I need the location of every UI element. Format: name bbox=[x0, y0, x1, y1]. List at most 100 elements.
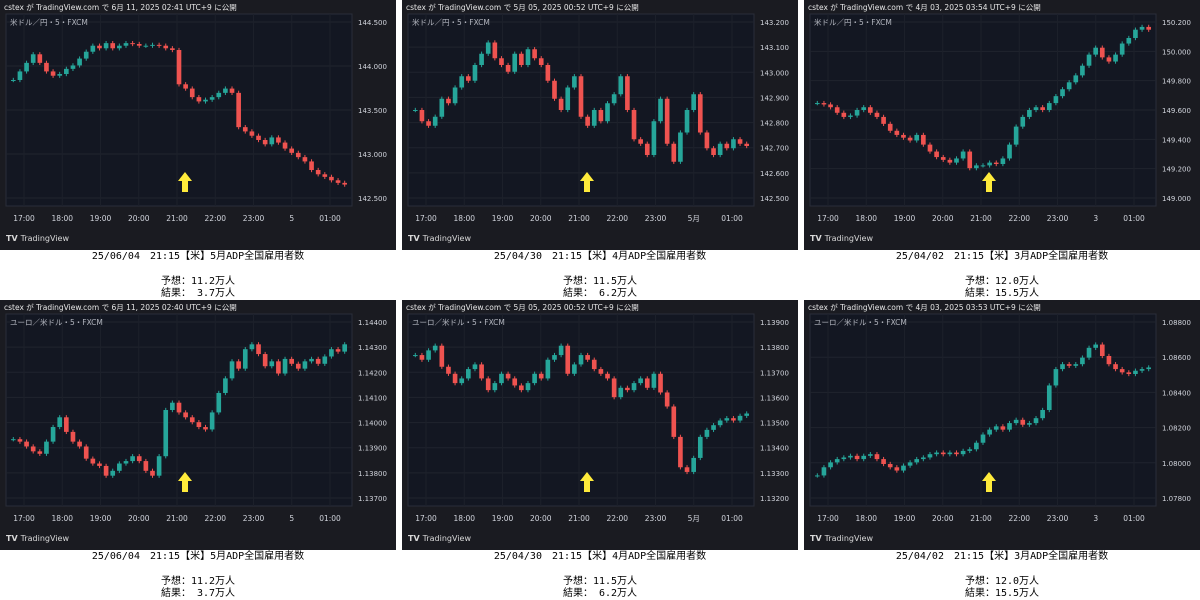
candle bbox=[1033, 107, 1039, 110]
tv-logo-icon: 𝗧𝗩 bbox=[6, 234, 18, 243]
x-tick-label: 17:00 bbox=[415, 514, 437, 523]
candle bbox=[216, 92, 222, 98]
candle bbox=[1013, 126, 1019, 145]
candle bbox=[1080, 65, 1085, 76]
x-tick-label: 19:00 bbox=[90, 214, 112, 223]
x-tick-label: 22:00 bbox=[606, 514, 628, 523]
x-tick-label: 20:00 bbox=[128, 214, 150, 223]
candle bbox=[724, 143, 730, 149]
chart-cell-5: cstex が TradingView.com で 5月 05, 2025 00… bbox=[402, 300, 798, 600]
candle bbox=[123, 461, 129, 464]
y-tick-label: 1.13900 bbox=[358, 445, 387, 453]
candle bbox=[512, 53, 518, 72]
candle bbox=[901, 465, 906, 471]
candle bbox=[841, 457, 847, 460]
x-tick-label: 20:00 bbox=[530, 514, 552, 523]
y-tick-label: 1.14000 bbox=[358, 420, 387, 428]
x-tick-label: 21:00 bbox=[166, 514, 188, 523]
candle bbox=[731, 139, 736, 149]
candle bbox=[216, 392, 222, 413]
chart-cell-4: cstex が TradingView.com で 6月 11, 2025 02… bbox=[0, 300, 396, 600]
candle bbox=[136, 456, 142, 462]
candle bbox=[1053, 369, 1059, 386]
candle bbox=[50, 71, 56, 76]
x-tick-label: 19:00 bbox=[492, 214, 514, 223]
published-info: cstex が TradingView.com で 5月 05, 2025 00… bbox=[406, 3, 639, 12]
candle bbox=[150, 44, 155, 46]
candle bbox=[578, 76, 584, 117]
candle bbox=[651, 373, 657, 388]
y-tick-label: 1.13300 bbox=[760, 470, 789, 478]
candle bbox=[452, 373, 458, 384]
candle bbox=[821, 467, 827, 476]
candle bbox=[229, 88, 235, 93]
candle bbox=[572, 76, 577, 88]
candle bbox=[625, 387, 630, 391]
candle bbox=[282, 142, 288, 149]
candle bbox=[10, 439, 16, 441]
candle bbox=[117, 463, 122, 471]
candle bbox=[322, 356, 328, 364]
y-tick-label: 149.600 bbox=[1162, 107, 1191, 115]
x-tick-label: 21:00 bbox=[568, 514, 590, 523]
candle bbox=[993, 426, 999, 430]
candle bbox=[1040, 410, 1045, 419]
candle bbox=[249, 131, 255, 136]
x-tick-label: 22:00 bbox=[606, 214, 628, 223]
y-tick-label: 1.14300 bbox=[358, 344, 387, 352]
x-tick-label: 3 bbox=[1093, 514, 1098, 523]
x-tick-label: 21:00 bbox=[970, 214, 992, 223]
candle bbox=[1126, 372, 1132, 374]
candle bbox=[499, 373, 504, 384]
candle bbox=[1099, 344, 1105, 356]
candle bbox=[505, 373, 511, 379]
candle bbox=[894, 130, 900, 135]
candle bbox=[335, 180, 341, 183]
candle bbox=[664, 98, 670, 144]
candle bbox=[37, 451, 43, 454]
candlestick-chart: 1.13900 1.13800 1.13700 1.13600 1.13500 1.134… bbox=[407, 313, 789, 523]
candle bbox=[156, 44, 162, 46]
candle bbox=[631, 110, 637, 140]
candle bbox=[1000, 426, 1006, 430]
candle bbox=[967, 151, 973, 169]
brand-label: TradingView bbox=[422, 534, 471, 543]
candle bbox=[631, 383, 637, 391]
candle bbox=[176, 402, 182, 413]
y-tick-label: 143.100 bbox=[760, 44, 789, 52]
event-arrow-icon bbox=[580, 472, 594, 492]
candle bbox=[1060, 364, 1065, 370]
candle bbox=[97, 463, 102, 466]
candle bbox=[1046, 385, 1052, 410]
candle bbox=[1053, 96, 1059, 104]
candle bbox=[315, 358, 321, 364]
candle bbox=[1086, 54, 1092, 66]
candle bbox=[136, 44, 142, 46]
caption-title: 25/04/30 21:15【米】4月ADP全国雇用者数 bbox=[493, 551, 707, 562]
candle bbox=[432, 345, 438, 351]
tv-logo-icon: 𝗧𝗩 bbox=[810, 534, 822, 543]
candle bbox=[412, 355, 418, 357]
y-tick-label: 1.13400 bbox=[760, 445, 789, 453]
tradingview-logo: 𝗧𝗩 TradingView bbox=[810, 234, 873, 243]
candle bbox=[57, 74, 63, 76]
candle bbox=[203, 427, 208, 430]
candle bbox=[269, 137, 275, 145]
candle bbox=[638, 378, 643, 384]
candle bbox=[914, 459, 920, 463]
caption-forecast: 予想：11.5万人 bbox=[562, 276, 638, 287]
candle bbox=[70, 431, 76, 442]
candle bbox=[315, 170, 321, 175]
candle bbox=[83, 51, 89, 59]
candle bbox=[1033, 418, 1039, 424]
candle bbox=[242, 127, 248, 132]
event-arrow-icon bbox=[178, 472, 192, 492]
caption-result: 結果：15.5万人 bbox=[964, 588, 1040, 599]
chart-cell-6: cstex が TradingView.com で 4月 03, 2025 03… bbox=[804, 300, 1200, 600]
candle bbox=[874, 112, 880, 117]
candle bbox=[446, 366, 451, 374]
caption-title: 25/06/04 21:15【米】5月ADP全国雇用者数 bbox=[91, 251, 305, 262]
candle bbox=[143, 461, 149, 471]
candle bbox=[479, 364, 484, 379]
candle bbox=[519, 53, 524, 65]
